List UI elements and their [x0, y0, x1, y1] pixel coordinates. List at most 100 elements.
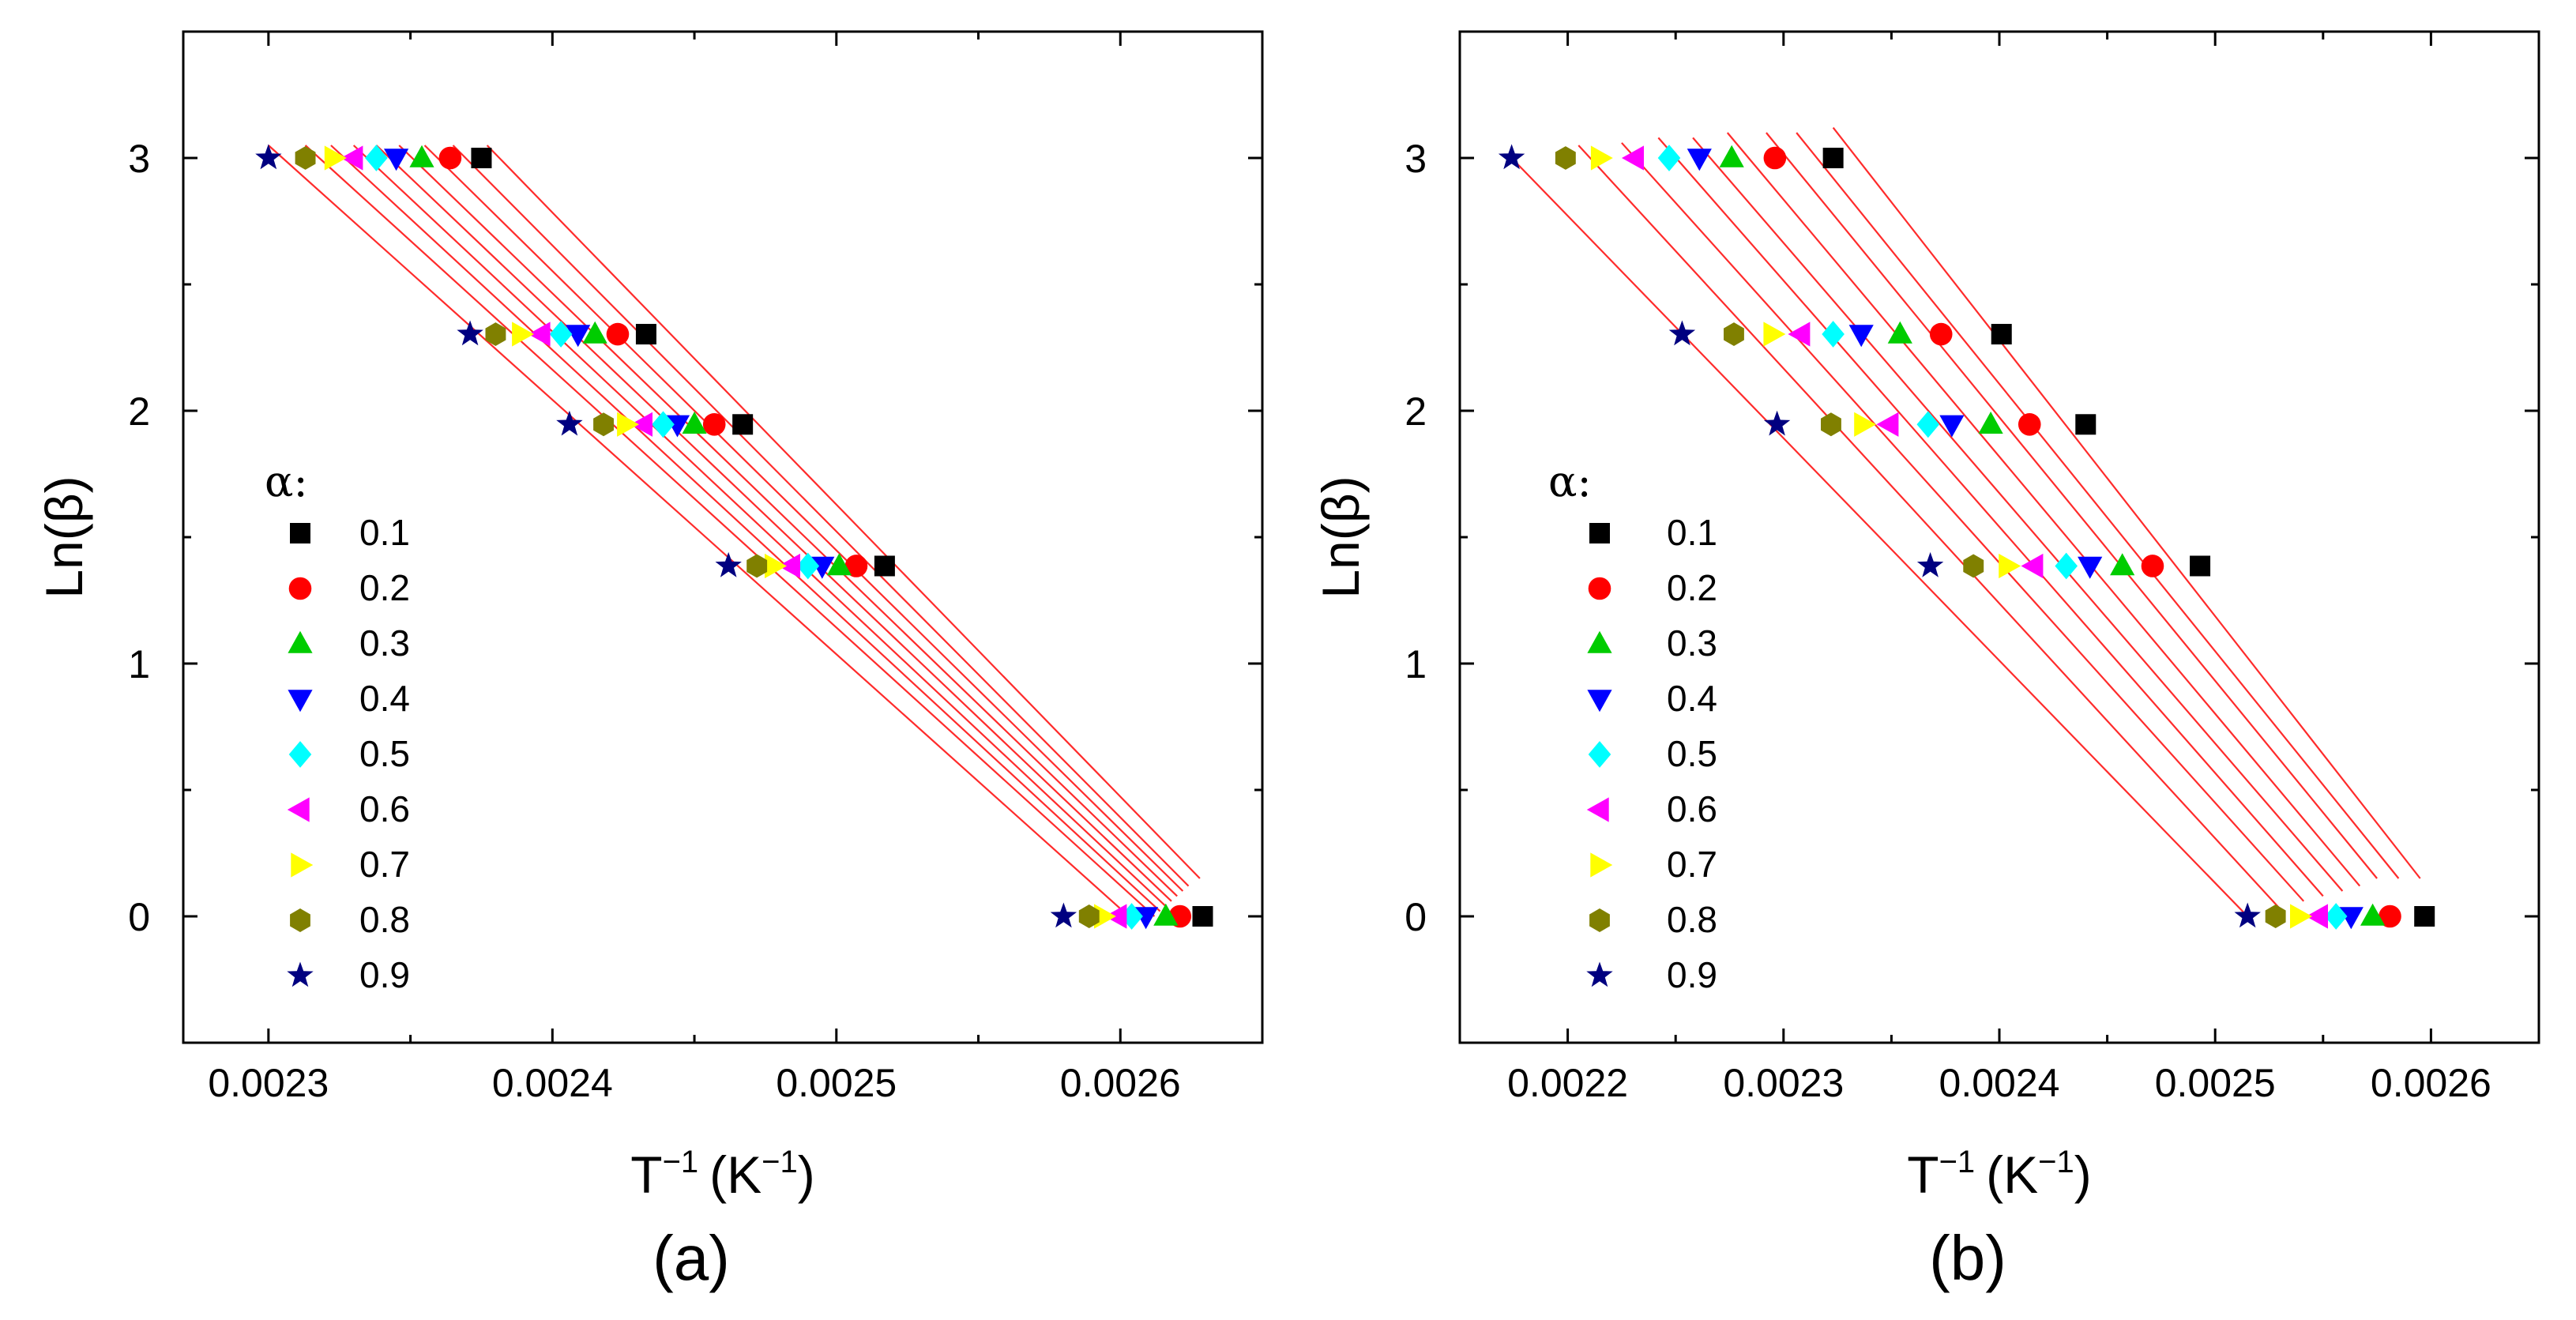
- data-point: [2306, 904, 2328, 929]
- data-point: [1590, 145, 1613, 171]
- data-point: [384, 149, 409, 171]
- x-axis-title-sup1: −1: [1939, 1145, 1976, 1179]
- data-point: [2021, 553, 2044, 579]
- y-tick-label: 2: [1405, 389, 1427, 434]
- data-point: [844, 555, 868, 577]
- legend-label: 0.4: [359, 678, 410, 719]
- x-tick-label: 0.0023: [1723, 1061, 1844, 1105]
- legend-marker: [288, 741, 312, 768]
- x-tick-label: 0.0026: [2371, 1061, 2491, 1105]
- y-tick-label: 1: [128, 642, 150, 686]
- data-point: [512, 322, 534, 347]
- data-point: [2234, 902, 2261, 928]
- data-point: [2190, 555, 2211, 577]
- legend-marker: [287, 797, 310, 822]
- x-axis-title: T−1 (K−1): [630, 1145, 815, 1204]
- fit-line: [398, 145, 1178, 897]
- legend-label: 0.5: [359, 733, 410, 774]
- data-point: [2055, 552, 2078, 580]
- data-point: [2290, 904, 2312, 929]
- fit-line: [304, 145, 1156, 917]
- fit-line: [1796, 132, 2400, 879]
- data-point: [732, 414, 754, 435]
- data-point: [1078, 904, 1100, 928]
- x-tick-label: 0.0025: [2155, 1061, 2276, 1105]
- legend-label: 0.9: [359, 954, 410, 995]
- legend-marker: [287, 961, 314, 987]
- legend-marker: [1589, 523, 1610, 543]
- x-tick-label: 0.0024: [492, 1061, 613, 1105]
- legend-label: 0.4: [1667, 678, 1717, 719]
- y-tick-label: 3: [128, 137, 150, 181]
- y-axis-title: Ln(β): [1311, 476, 1370, 598]
- legend-label: 0.8: [1667, 899, 1717, 940]
- fit-line: [1726, 132, 2361, 887]
- fit-line: [486, 145, 1201, 879]
- legend-label: 0.3: [359, 622, 410, 664]
- data-point: [715, 551, 742, 577]
- legend-marker: [1590, 852, 1613, 878]
- y-axis-title: Ln(β): [35, 476, 93, 598]
- legend-marker: [1586, 797, 1609, 822]
- data-point: [2360, 903, 2386, 926]
- data-point: [1687, 149, 1712, 171]
- x-axis-title-close: ): [798, 1145, 815, 1204]
- legend-label: 0.3: [1667, 622, 1717, 664]
- legend: α: 0.1 0.2 0.3 0.4 0.5 0.6 0.7 0.8 0.9: [1548, 457, 1717, 995]
- data-point: [556, 410, 583, 436]
- data-point: [2110, 553, 2135, 576]
- data-point: [1916, 551, 1944, 577]
- legend-label: 0.5: [1667, 733, 1717, 774]
- data-point: [1498, 144, 1525, 170]
- data-point: [2078, 556, 2103, 579]
- data-point: [1763, 146, 1787, 170]
- data-point: [635, 324, 656, 345]
- y-tick-label: 2: [128, 389, 150, 434]
- data-point: [1887, 321, 1912, 344]
- legend: α: 0.1 0.2 0.3 0.4 0.5 0.6 0.7 0.8 0.9: [265, 457, 410, 995]
- data-point: [2338, 907, 2364, 930]
- data-point: [255, 144, 282, 170]
- legend-marker: [288, 690, 313, 713]
- data-point: [1821, 412, 1841, 437]
- legend-marker: [1589, 908, 1610, 932]
- data-point: [1929, 322, 1953, 346]
- data-point: [2018, 412, 2041, 436]
- x-axis-title-t: T: [630, 1145, 662, 1204]
- data-point: [438, 146, 462, 170]
- data-point: [528, 322, 551, 347]
- legend-label: 0.2: [1667, 567, 1717, 608]
- fit-line: [1692, 137, 2344, 892]
- fit-line: [423, 145, 1184, 892]
- data-point: [826, 553, 852, 576]
- y-tick-label: 0: [128, 895, 150, 939]
- data-point: [1094, 904, 1116, 929]
- fit-line: [1766, 132, 2378, 879]
- fit-line: [268, 145, 1135, 923]
- fit-line: [1832, 126, 2421, 879]
- data-point: [2324, 903, 2348, 930]
- panel-label: (b): [1929, 1223, 2006, 1293]
- data-point: [796, 552, 820, 580]
- legend-label: 0.1: [359, 512, 410, 553]
- data-point: [365, 145, 388, 171]
- data-point: [324, 145, 347, 171]
- data-point: [746, 554, 768, 578]
- data-point: [1822, 148, 1844, 168]
- legend-label: 0.8: [359, 899, 410, 940]
- x-axis-title-close: ): [2074, 1145, 2092, 1204]
- data-point: [874, 555, 895, 577]
- legend-label: 0.6: [1667, 788, 1717, 829]
- data-point: [457, 320, 483, 346]
- data-point: [1763, 322, 1786, 347]
- x-tick-label: 0.0022: [1507, 1061, 1628, 1105]
- legend-marker: [1587, 690, 1612, 713]
- data-point: [1916, 411, 1940, 438]
- data-point: [1991, 324, 2012, 345]
- data-point: [1050, 902, 1077, 928]
- x-axis-title-sup2: −1: [762, 1145, 798, 1179]
- x-axis-title-sup2: −1: [2038, 1145, 2074, 1179]
